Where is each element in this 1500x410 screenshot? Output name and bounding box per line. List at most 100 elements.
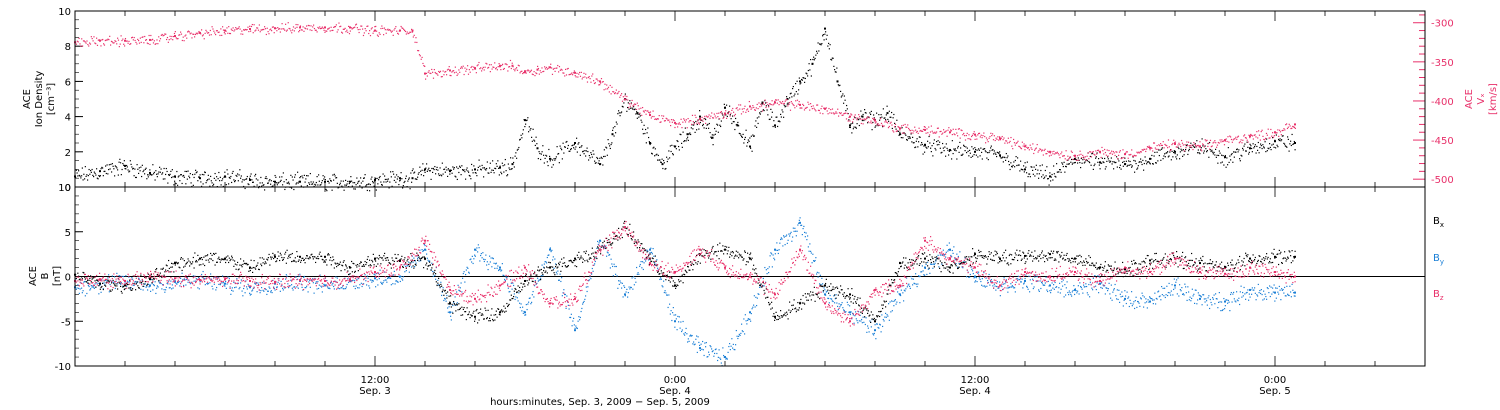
by-series-sample <box>981 278 983 280</box>
velocity-series-sample <box>920 129 922 132</box>
by-series-sample <box>510 282 512 284</box>
velocity-series-sample <box>552 68 554 70</box>
density-series-sample <box>756 117 758 119</box>
velocity-series-sample <box>1188 145 1191 147</box>
density-series-sample <box>105 172 107 175</box>
by-series-sample <box>889 301 891 303</box>
by-series-point <box>824 293 826 296</box>
velocity-series-sample <box>1205 140 1207 142</box>
velocity-series-point <box>1249 135 1251 138</box>
density-series-sample <box>272 185 274 187</box>
velocity-series-sample <box>450 75 452 77</box>
by-series-sample <box>1204 301 1206 303</box>
velocity-series-sample <box>642 110 645 112</box>
density-series-sample <box>693 124 695 126</box>
by-series-sample <box>1113 289 1115 291</box>
by-series-sample <box>1271 293 1273 295</box>
density-series-sample <box>1266 138 1268 140</box>
by-series-sample <box>304 287 306 289</box>
velocity-series-sample <box>641 114 643 116</box>
velocity-series-sample <box>1017 140 1019 142</box>
density-series-sample <box>1221 154 1223 156</box>
density-series-sample <box>530 127 532 130</box>
velocity-series-sample <box>507 70 509 72</box>
by-series-sample <box>579 316 581 319</box>
velocity-series-sample <box>160 34 162 36</box>
density-series-sample <box>273 184 275 186</box>
by-series-sample <box>387 276 389 279</box>
density-series-sample <box>78 174 80 177</box>
density-series-sample <box>1140 161 1142 163</box>
velocity-series-sample <box>1014 144 1016 146</box>
density-series-sample <box>198 176 200 178</box>
density-series-sample <box>358 180 360 182</box>
density-series-sample <box>482 167 484 169</box>
velocity-series-point <box>374 29 376 32</box>
by-series-sample <box>358 287 360 289</box>
by-series-sample <box>1179 284 1181 286</box>
bx-series-point <box>224 257 226 260</box>
density-series-sample <box>799 83 801 85</box>
by-series-sample <box>1248 293 1250 295</box>
velocity-series-sample <box>1122 149 1124 151</box>
by-series-sample <box>1024 277 1026 280</box>
velocity-series-sample <box>1150 146 1152 149</box>
velocity-series-sample <box>367 25 369 27</box>
velocity-series-sample <box>560 68 562 70</box>
velocity-series-sample <box>75 43 78 45</box>
density-series-sample <box>903 132 905 134</box>
density-series-sample <box>129 160 131 162</box>
by-series-sample <box>620 282 622 284</box>
bx-series-sample <box>81 276 83 278</box>
density-series-sample <box>1036 173 1038 175</box>
velocity-series-sample <box>788 103 790 105</box>
velocity-series-sample <box>384 29 386 31</box>
velocity-series-sample <box>429 72 431 74</box>
velocity-series-sample <box>171 35 173 38</box>
density-series-sample <box>740 134 742 136</box>
by-series-point <box>699 347 701 350</box>
by-series-sample <box>1059 282 1061 284</box>
velocity-series-sample <box>519 72 521 74</box>
density-series-sample <box>701 119 703 121</box>
density-series-sample <box>1039 165 1041 167</box>
by-series-sample <box>316 288 318 290</box>
density-series-sample <box>966 147 968 149</box>
density-series-sample <box>885 119 887 121</box>
by-series-sample <box>769 255 771 257</box>
density-series-sample <box>827 45 829 47</box>
by-series-sample <box>847 304 849 306</box>
density-series-sample <box>1110 160 1112 162</box>
by-series-sample <box>441 294 443 297</box>
density-series-sample <box>1204 145 1206 147</box>
density-series-sample <box>177 176 179 178</box>
bx-series-sample <box>141 281 143 284</box>
velocity-series-sample <box>135 41 137 44</box>
density-series-sample <box>630 102 632 104</box>
density-series-sample <box>207 179 209 181</box>
density-series-sample <box>153 173 155 175</box>
by-series-sample <box>192 275 194 277</box>
by-series-sample <box>451 311 453 313</box>
velocity-series-sample <box>133 36 135 39</box>
velocity-series-sample <box>1045 153 1047 155</box>
velocity-series-sample <box>1180 145 1182 148</box>
by-series-sample <box>903 289 905 291</box>
density-series-sample <box>720 125 722 128</box>
velocity-series-sample <box>852 118 855 120</box>
density-series-sample <box>519 138 521 140</box>
by-series-sample <box>435 278 437 280</box>
velocity-series-sample <box>415 37 417 39</box>
velocity-series-sample <box>1035 147 1037 149</box>
by-series-sample <box>1212 297 1214 299</box>
density-series-point <box>686 133 689 136</box>
by-series-sample <box>1196 303 1198 305</box>
by-series-sample <box>1177 277 1179 279</box>
velocity-series-sample <box>501 64 503 67</box>
velocity-series-sample <box>892 130 894 132</box>
by-series-sample <box>469 259 471 261</box>
density-series-sample <box>941 151 943 154</box>
by-series-sample <box>204 278 206 280</box>
by-series-sample <box>819 283 821 285</box>
velocity-series-sample <box>565 74 568 76</box>
